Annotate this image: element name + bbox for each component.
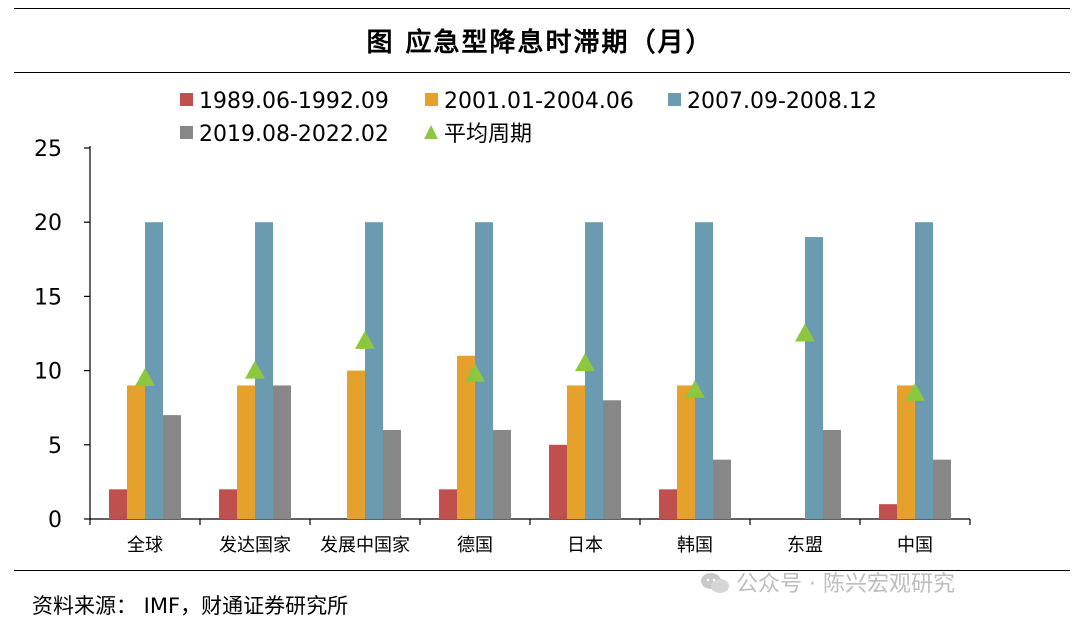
legend-swatch: [425, 93, 438, 106]
bar: [163, 415, 181, 519]
average-marker: [245, 360, 265, 379]
average-markers: [135, 323, 925, 401]
bar: [457, 355, 475, 519]
bar: [365, 222, 383, 519]
bar: [567, 385, 585, 519]
bar: [237, 385, 255, 519]
bar: [383, 429, 401, 519]
x-tick-label: 东盟: [787, 535, 823, 556]
title-underline: [14, 72, 1070, 73]
average-marker: [575, 353, 595, 372]
bar: [273, 385, 291, 519]
x-tick-label: 全球: [127, 535, 163, 556]
y-tick-label: 15: [34, 285, 62, 310]
chart-title: 图 应急型降息时滞期（月）: [366, 28, 714, 58]
x-tick-label: 韩国: [677, 535, 713, 556]
legend-label: 2007.09-2008.12: [687, 89, 877, 114]
bar: [439, 489, 457, 519]
bar: [933, 459, 951, 519]
bar: [255, 222, 273, 519]
bar: [109, 489, 127, 519]
average-marker: [795, 323, 815, 342]
bar: [127, 385, 145, 519]
wechat-icon: [701, 573, 729, 593]
y-tick-label: 5: [48, 434, 62, 459]
legend-label: 2019.08-2022.02: [199, 122, 389, 147]
x-tick-label: 日本: [567, 535, 603, 556]
y-tick-label: 10: [34, 360, 62, 385]
bar: [823, 429, 841, 519]
y-tick-label: 0: [48, 508, 62, 533]
y-tick-label: 25: [34, 137, 62, 162]
x-tick-label: 德国: [457, 535, 493, 556]
legend-item: 2007.09-2008.12: [668, 89, 877, 114]
legend-item: 2019.08-2022.02: [180, 122, 389, 147]
legend-item: 平均周期: [424, 122, 532, 147]
legend-label: 2001.01-2004.06: [444, 89, 634, 114]
x-axis: 全球 发达国家 发展中国家 德国 日本 韩国 东盟 中国: [89, 518, 971, 556]
legend: 1989.06-1992.09 2001.01-2004.06 2007.09-20…: [180, 89, 877, 147]
x-tick-label: 发达国家: [219, 535, 291, 556]
watermark: 公众号 · 陈兴宏观研究: [700, 566, 955, 598]
legend-label: 1989.06-1992.09: [199, 89, 389, 114]
bar: [219, 489, 237, 519]
bar: [677, 385, 695, 519]
bar: [879, 504, 897, 519]
average-marker: [355, 330, 375, 349]
bar: [915, 222, 933, 519]
bar: [713, 459, 731, 519]
bar: [145, 222, 163, 519]
bottom-rule: [14, 570, 1070, 571]
x-tick-label: 中国: [897, 535, 933, 556]
bar: [347, 370, 365, 519]
watermark-text: 公众号 · 陈兴宏观研究: [736, 572, 955, 597]
bar: [659, 489, 677, 519]
bar: [603, 400, 621, 519]
bar: [549, 444, 567, 519]
legend-swatch: [180, 126, 193, 139]
average-marker: [685, 379, 705, 398]
source-note: 资料来源： IMF，财通证券研究所: [32, 594, 349, 618]
y-tick-label: 20: [34, 211, 62, 236]
bar: [897, 385, 915, 519]
average-marker: [905, 382, 925, 401]
legend-item: 1989.06-1992.09: [180, 89, 389, 114]
average-marker: [135, 368, 155, 387]
bar: [695, 222, 713, 519]
y-axis: 0 5 10 15 20 25: [34, 137, 91, 533]
legend-swatch: [180, 93, 193, 106]
legend-swatch: [424, 125, 438, 139]
bars: [109, 222, 951, 520]
legend-swatch: [668, 93, 681, 106]
bar: [475, 222, 493, 519]
bar: [805, 237, 823, 520]
x-tick-label: 发展中国家: [320, 535, 410, 556]
average-marker: [465, 363, 485, 382]
bar: [493, 429, 511, 519]
legend-item: 2001.01-2004.06: [425, 89, 634, 114]
legend-label: 平均周期: [444, 122, 532, 147]
top-rule: [14, 8, 1070, 9]
bar-chart: 1989.06-1992.09 2001.01-2004.06 2007.09-20…: [34, 89, 971, 556]
